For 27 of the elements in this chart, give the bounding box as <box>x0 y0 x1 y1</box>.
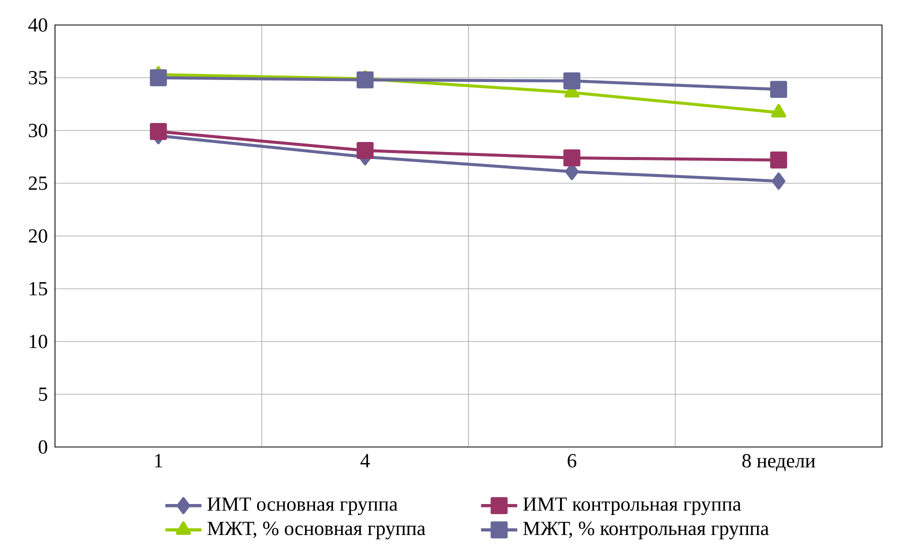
point <box>770 80 788 98</box>
y-tick-label: 10 <box>30 334 48 348</box>
y-tick-label: 35 <box>28 71 48 84</box>
legend-label: ИМТ основная группа <box>207 498 398 516</box>
point <box>563 72 580 90</box>
y-tick-label: 30 <box>28 124 48 138</box>
point <box>770 152 788 169</box>
x-tick-label: 4 <box>360 454 370 468</box>
y-tick-label: 0 <box>38 440 48 454</box>
legend-label: ИМТ контрольная группа <box>523 498 742 516</box>
point <box>150 123 167 140</box>
point <box>772 172 786 190</box>
x-tick-label: 1 <box>155 454 162 468</box>
y-tick-label: 15 <box>30 282 48 296</box>
y-tick-label: 40 <box>28 18 48 32</box>
point <box>356 142 374 160</box>
x-tick-label: 8 недели <box>742 454 816 472</box>
y-tick-label: 20 <box>28 229 48 243</box>
point <box>356 71 374 88</box>
point <box>150 69 167 86</box>
point <box>771 104 786 118</box>
y-tick-label: 5 <box>39 388 48 401</box>
legend-label: МЖТ, % контрольная группа <box>523 522 769 540</box>
point <box>563 149 580 166</box>
y-tick-label: 25 <box>28 176 48 190</box>
legend-label: МЖТ, % основная группа <box>207 522 426 540</box>
x-tick-label: 6 <box>568 454 576 468</box>
